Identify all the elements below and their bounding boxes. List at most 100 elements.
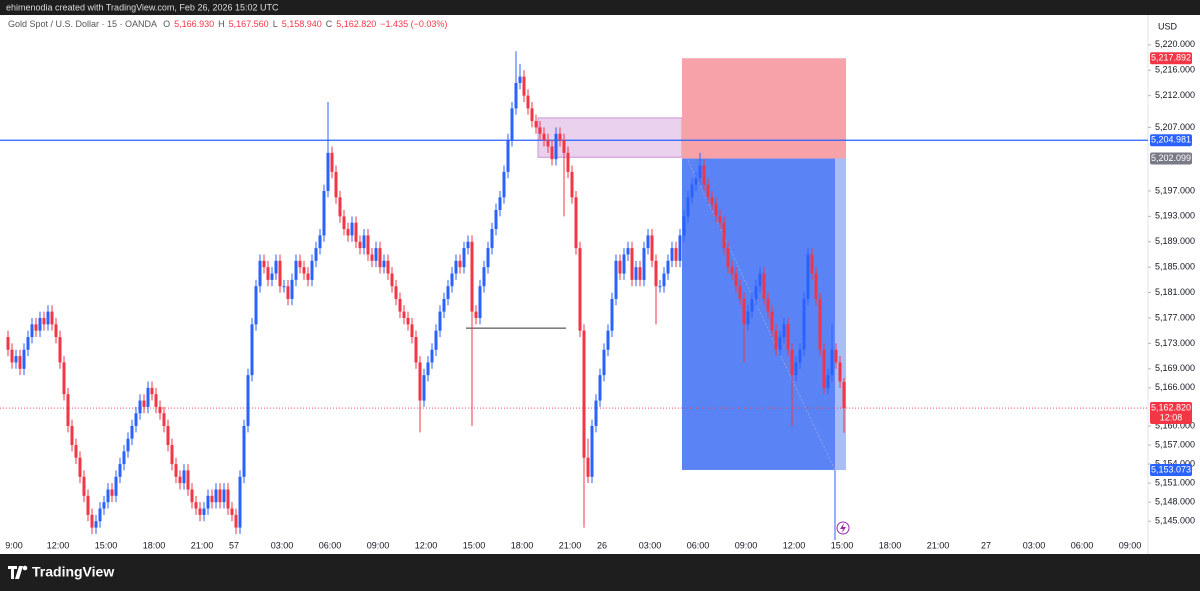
candle-body — [78, 457, 82, 477]
y-tick-label: 5,177.000 — [1155, 312, 1195, 322]
x-tick-label: 57 — [229, 540, 239, 550]
candle-body — [102, 502, 106, 509]
candle-body — [794, 362, 798, 376]
candle-body — [14, 356, 18, 363]
x-tick-label: 18:00 — [143, 540, 166, 550]
candle-body — [270, 273, 274, 280]
x-tick-label: 21:00 — [927, 540, 950, 550]
candle-body — [414, 337, 418, 363]
candle-body — [150, 387, 154, 395]
x-tick-label: 06:00 — [687, 540, 710, 550]
x-tick-label: 12:00 — [783, 540, 806, 550]
candle-body — [390, 273, 394, 287]
candle-body — [306, 273, 310, 280]
candle-body — [446, 286, 450, 299]
candle-body — [146, 387, 150, 407]
x-tick-label: 26 — [597, 540, 607, 550]
candle-body — [406, 317, 410, 325]
x-tick-label: 03:00 — [271, 540, 294, 550]
candle-body — [494, 210, 498, 230]
candle-body — [538, 127, 542, 134]
candle-body — [222, 489, 226, 503]
y-tick-label: 5,216.000 — [1155, 65, 1195, 75]
candle-body — [622, 254, 626, 274]
stop-zone — [682, 58, 846, 159]
candle-body — [154, 394, 158, 407]
candle-body — [710, 197, 714, 204]
candle-body — [486, 248, 490, 268]
y-tick-label: 5,193.000 — [1155, 211, 1195, 221]
candle-body — [26, 337, 30, 350]
candle-body — [258, 260, 262, 287]
x-tick-label: 9:00 — [5, 540, 23, 550]
candle-body — [190, 489, 194, 503]
candle-body — [94, 521, 98, 528]
candle-body — [822, 349, 826, 388]
candle-body — [314, 248, 318, 261]
attribution: ehimenodia created with TradingView.com,… — [6, 2, 279, 12]
candle-body — [54, 324, 58, 338]
candle-body — [774, 330, 778, 350]
candle-body — [510, 108, 514, 141]
candle-body — [134, 413, 138, 426]
candle-body — [250, 324, 254, 376]
candle-body — [242, 425, 246, 477]
x-tick-label: 18:00 — [879, 540, 902, 550]
candle-body — [754, 286, 758, 299]
candle-body — [638, 267, 642, 280]
y-tick-label: 5,145.000 — [1155, 516, 1195, 526]
price-tag-label: 5,217.892 — [1151, 53, 1191, 63]
candle-body — [550, 146, 554, 160]
candle-body — [526, 95, 530, 109]
candle-body — [118, 464, 122, 477]
x-tick-label: 09:00 — [1119, 540, 1142, 550]
candle-body — [566, 152, 570, 172]
candle-body — [6, 337, 10, 350]
candle-body — [686, 197, 690, 217]
candle-body — [86, 495, 90, 515]
candle-body — [138, 400, 142, 414]
candle-body — [806, 254, 810, 299]
candle-body — [522, 76, 526, 96]
candle-body — [166, 425, 170, 446]
candle-body — [10, 349, 14, 363]
candle-body — [762, 273, 766, 299]
price-tag — [1150, 52, 1192, 65]
candle-body — [298, 260, 302, 268]
y-tick-label: 5,160.000 — [1155, 420, 1195, 430]
candle-body — [554, 133, 558, 160]
symbol: Gold Spot / U.S. Dollar · 15 · OANDA — [8, 19, 157, 29]
candle-body — [234, 514, 238, 528]
candle-body — [362, 235, 366, 249]
candle-body — [670, 248, 674, 261]
candle-body — [66, 394, 70, 426]
candle-body — [18, 356, 22, 369]
candle-body — [238, 476, 242, 528]
candle-body — [834, 349, 838, 363]
candle-body — [450, 273, 454, 287]
candle-body — [474, 311, 478, 318]
ohlc-value: 5,166.930 — [174, 19, 215, 29]
candle-body — [578, 248, 582, 331]
candle-body — [558, 133, 562, 141]
x-tick-label: 18:00 — [511, 540, 534, 550]
candle-body — [382, 260, 386, 268]
candle-body — [842, 381, 846, 409]
x-tick-label: 03:00 — [1023, 540, 1046, 550]
candle-body — [322, 190, 326, 236]
price-tag — [1150, 152, 1192, 165]
candle-body — [178, 476, 182, 484]
candle-body — [418, 362, 422, 401]
candle-body — [402, 311, 406, 318]
candle-body — [630, 248, 634, 280]
candle-body — [650, 235, 654, 261]
candle-body — [90, 514, 94, 528]
candle-body — [334, 171, 338, 198]
candle-body — [434, 330, 438, 350]
price-tag — [1150, 402, 1192, 425]
candle-body — [30, 324, 34, 338]
y-tick-label: 5,185.000 — [1155, 262, 1195, 272]
y-tick-label: 5,197.000 — [1155, 185, 1195, 195]
x-tick-label: 09:00 — [367, 540, 390, 550]
